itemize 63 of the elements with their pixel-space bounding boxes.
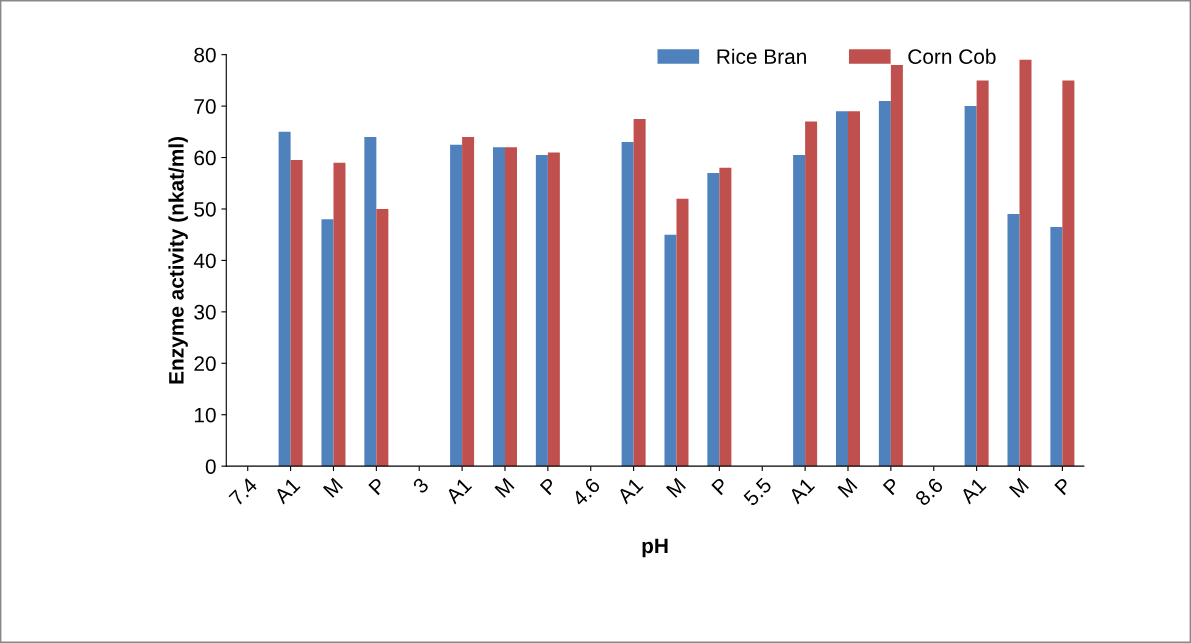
- y-tick-label: 30: [194, 304, 216, 320]
- y-axis-title: Enzyme activity (nkat/ml): [168, 136, 188, 384]
- bar: [633, 118, 646, 467]
- bar: [976, 80, 989, 467]
- x-tick-label: A1: [616, 477, 644, 505]
- y-tick-label: 20: [194, 356, 216, 372]
- x-tick-label: 8.6: [914, 476, 944, 507]
- x-tick-label: P: [1054, 477, 1073, 496]
- x-tick-label: M: [494, 477, 515, 498]
- bar: [878, 100, 891, 467]
- legend-label: Corn Cob: [908, 48, 996, 65]
- x-tick-label: 5.5: [742, 477, 773, 507]
- x-tick-label: P: [368, 477, 387, 496]
- bar: [1007, 214, 1020, 467]
- x-tick-label: M: [1008, 477, 1029, 498]
- x-tick-label: M: [837, 477, 858, 498]
- x-tick-label: 3: [411, 476, 430, 495]
- y-tick-label: 70: [194, 99, 216, 114]
- bar: [1062, 80, 1075, 467]
- bar: [805, 121, 818, 467]
- bar: [376, 208, 389, 467]
- x-tick-label: A1: [444, 477, 473, 505]
- bar: [835, 111, 848, 467]
- bar: [462, 136, 475, 467]
- bar: [1050, 226, 1063, 467]
- bar: [793, 154, 806, 467]
- x-tick-label: A1: [787, 477, 816, 505]
- bar: [707, 172, 720, 467]
- y-tick-label: 0: [205, 459, 216, 474]
- x-tick-label: A1: [959, 477, 987, 505]
- bar: [321, 219, 334, 467]
- y-tick-label: 80: [194, 47, 216, 63]
- x-tick-label: M: [322, 477, 343, 498]
- bar: [364, 136, 377, 467]
- x-axis-title: pH: [642, 538, 668, 558]
- y-tick-label: 50: [194, 201, 216, 217]
- legend-label: Rice Bran: [717, 48, 806, 65]
- x-tick-label: A1: [273, 477, 301, 505]
- bar: [847, 111, 860, 467]
- bar: [964, 106, 977, 467]
- x-tick-label: P: [882, 477, 901, 496]
- x-tick-label: P: [711, 477, 730, 496]
- bar: [290, 160, 303, 467]
- bar: [333, 162, 346, 467]
- bar: [504, 147, 517, 467]
- bar: [535, 154, 548, 467]
- bar: [547, 152, 560, 467]
- x-tick-label: 7.4: [228, 476, 258, 507]
- x-tick-label: 4.6: [570, 476, 601, 507]
- y-tick-label: 60: [194, 150, 216, 166]
- bar: [664, 234, 677, 467]
- x-tick-label: P: [539, 477, 558, 496]
- bar: [492, 147, 505, 467]
- bar: [890, 64, 903, 467]
- bar: [621, 142, 634, 467]
- bar: [278, 131, 291, 467]
- y-tick-label: 40: [193, 253, 216, 269]
- x-tick-label: M: [665, 477, 686, 498]
- bar: [719, 167, 732, 467]
- bar: [450, 144, 463, 467]
- y-tick-label: 10: [194, 407, 216, 423]
- bar: [1019, 59, 1032, 467]
- bar: [676, 198, 689, 467]
